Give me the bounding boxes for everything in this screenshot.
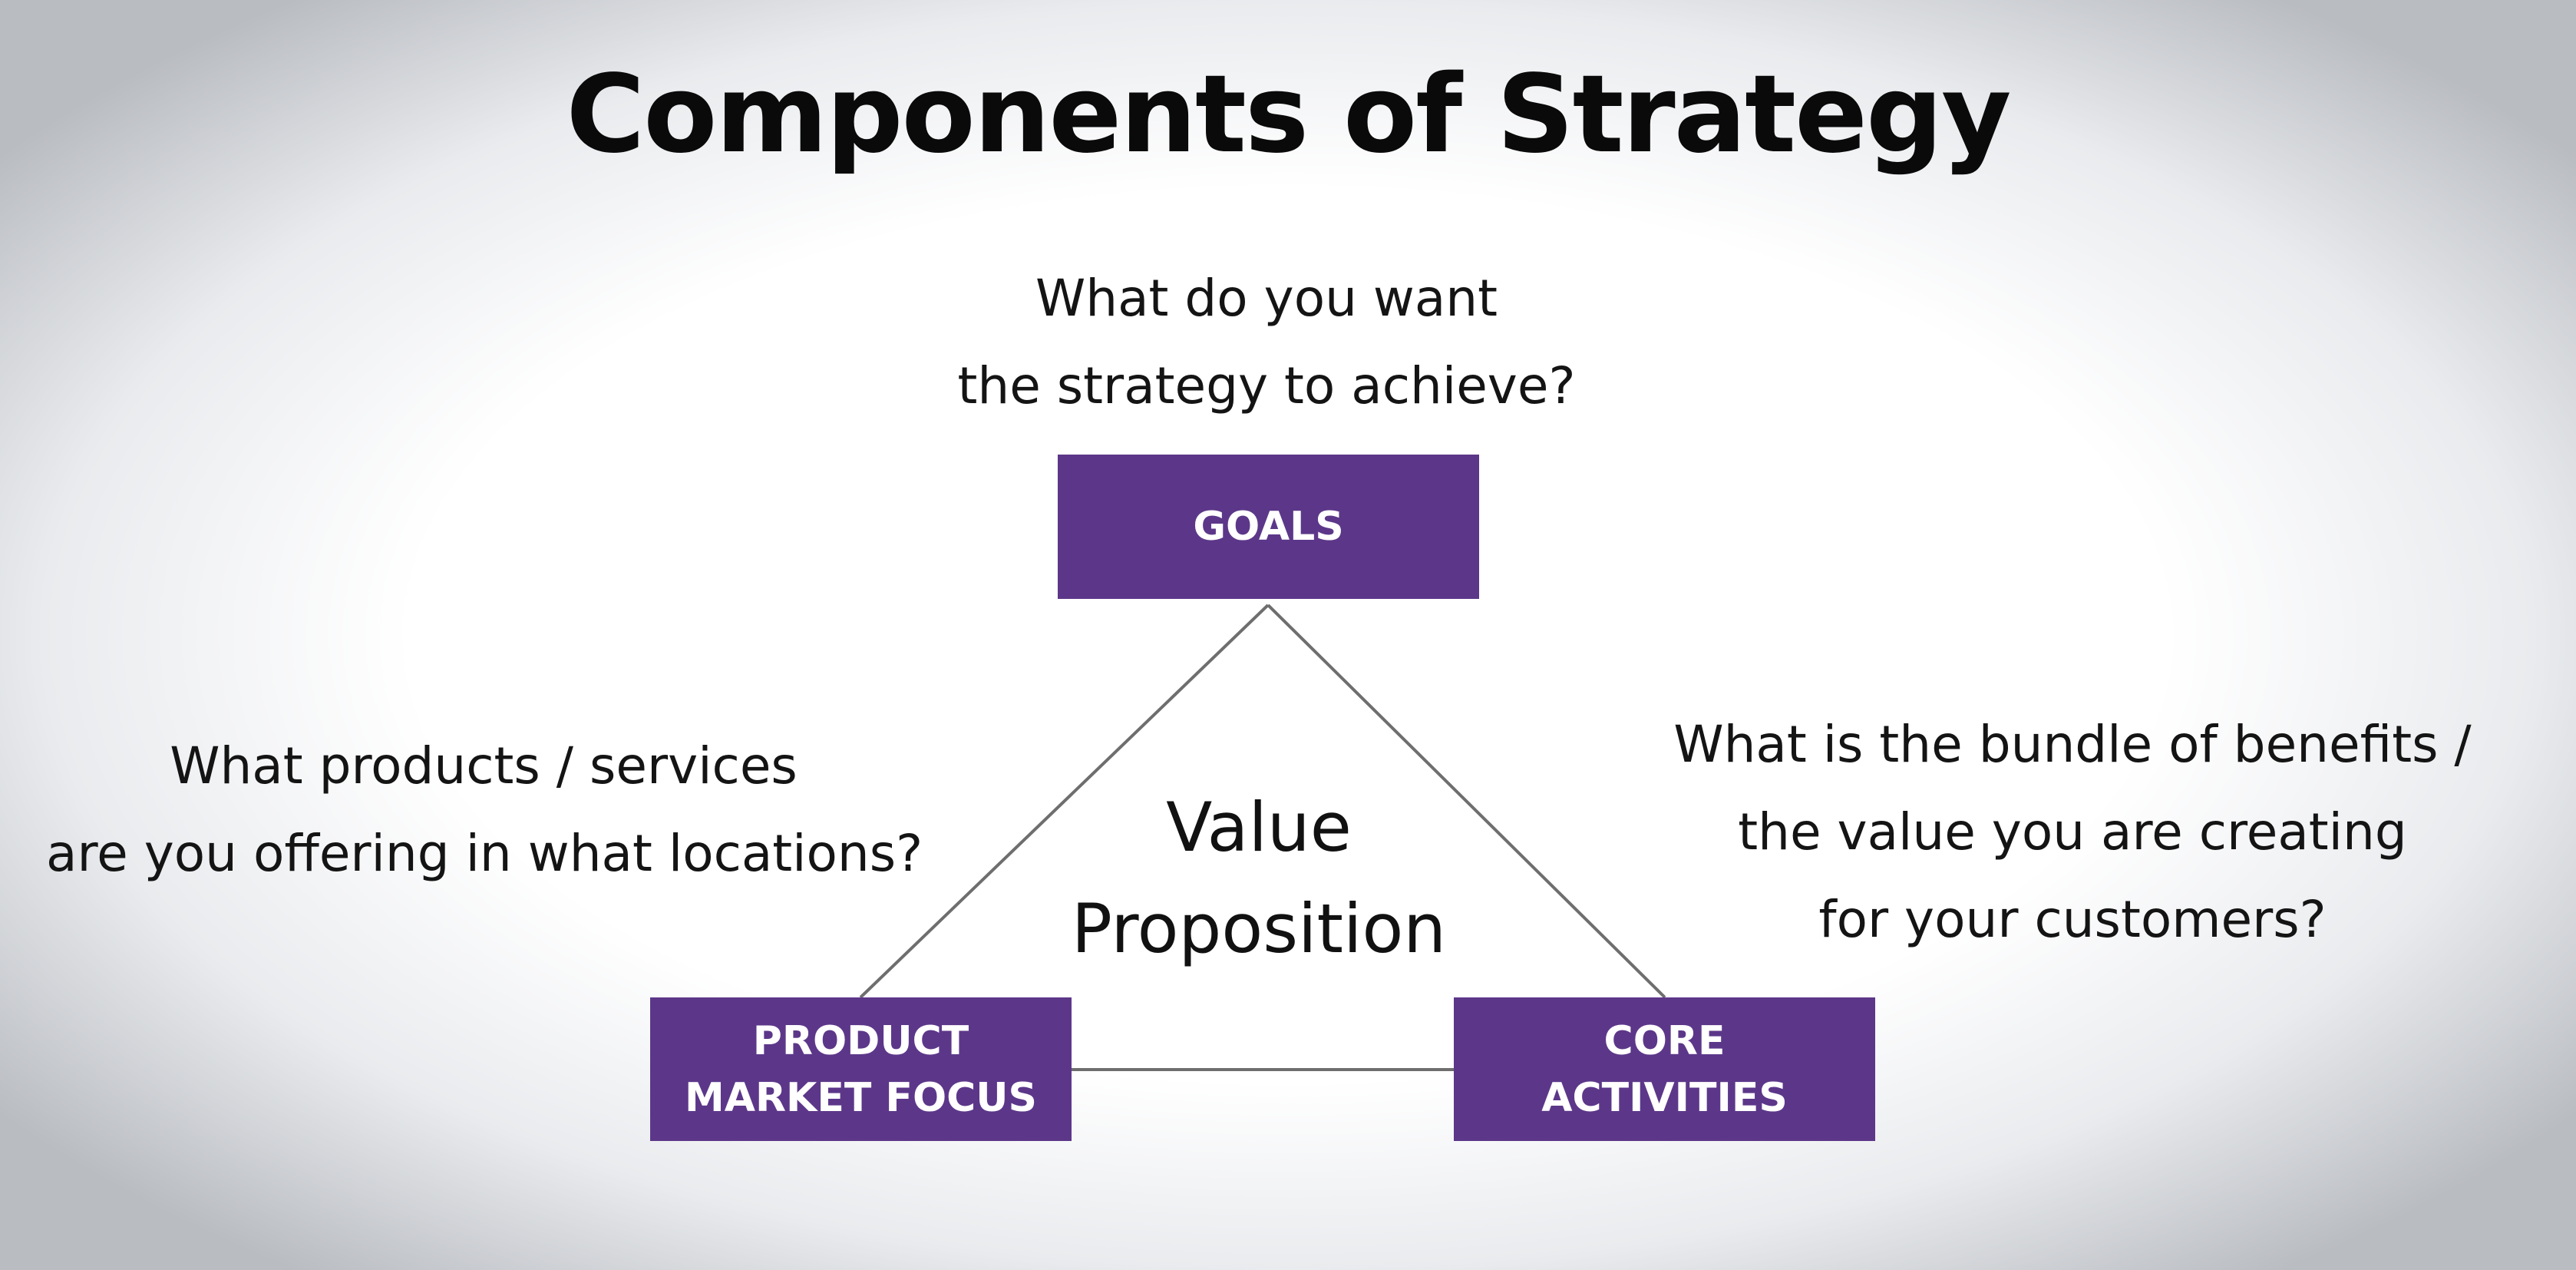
goals-question: What do you want the strategy to achieve…: [883, 255, 1650, 430]
value-proposition-line-2: Proposition: [1071, 889, 1447, 968]
value-proposition-line-1: Value: [1166, 788, 1352, 867]
product-market-focus-box-label-line-2: MARKET FOCUS: [685, 1074, 1037, 1121]
core-activities-question-line-1: What is the bundle of benefits /: [1673, 715, 2472, 774]
core-activities-box-label-line-2: ACTIVITIES: [1541, 1074, 1788, 1121]
core-activities-question-line-2: the value you are creating: [1738, 802, 2407, 862]
product-market-focus-question-line-2: are you offering in what locations?: [46, 824, 923, 883]
goals-box-label: GOALS: [1193, 504, 1344, 550]
product-market-focus-question: What products / services are you offerin…: [46, 723, 923, 898]
product-market-focus-box: PRODUCT MARKET FOCUS: [650, 997, 1072, 1141]
goals-question-line-1: What do you want: [1035, 269, 1498, 328]
slide-title: Components of Strategy: [566, 52, 2012, 177]
core-activities-question: What is the bundle of benefits / the val…: [1650, 701, 2495, 964]
core-activities-box: CORE ACTIVITIES: [1454, 997, 1875, 1141]
core-activities-box-label-line-1: CORE: [1603, 1017, 1726, 1064]
goals-question-line-2: the strategy to achieve?: [957, 356, 1576, 415]
connector-goals-to-core-activities: [1267, 604, 1666, 999]
value-proposition-label: Value Proposition: [1029, 777, 1489, 980]
product-market-focus-question-line-1: What products / services: [170, 736, 798, 795]
core-activities-question-line-3: for your customers?: [1818, 890, 2327, 949]
connector-goals-to-product-market-focus: [859, 604, 1270, 999]
product-market-focus-box-label-line-1: PRODUCT: [752, 1017, 969, 1064]
goals-box: GOALS: [1058, 455, 1479, 599]
